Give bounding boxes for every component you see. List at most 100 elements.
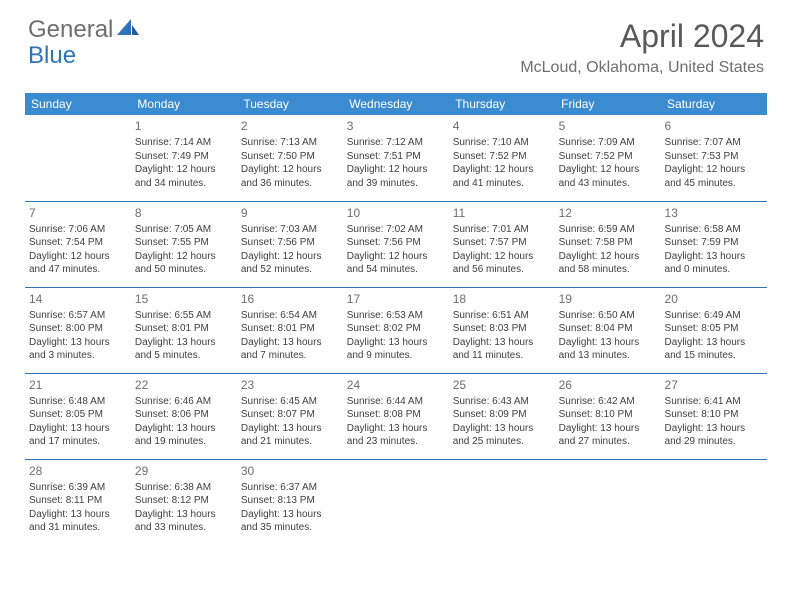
calendar-day-cell: 30Sunrise: 6:37 AMSunset: 8:13 PMDayligh… — [237, 459, 343, 545]
calendar-day-cell: 13Sunrise: 6:58 AMSunset: 7:59 PMDayligh… — [661, 201, 767, 287]
calendar-day-cell: 2Sunrise: 7:13 AMSunset: 7:50 PMDaylight… — [237, 115, 343, 201]
day-number: 8 — [135, 205, 233, 221]
sunset-text: Sunset: 8:06 PM — [135, 408, 233, 422]
day-number: 28 — [29, 463, 127, 479]
calendar-day-cell: 26Sunrise: 6:42 AMSunset: 8:10 PMDayligh… — [555, 373, 661, 459]
sunrise-text: Sunrise: 7:05 AM — [135, 223, 233, 237]
daylight-text: Daylight: 13 hours — [347, 336, 445, 350]
day-number: 2 — [241, 118, 339, 134]
calendar-day-cell: 15Sunrise: 6:55 AMSunset: 8:01 PMDayligh… — [131, 287, 237, 373]
daylight-text: and 33 minutes. — [135, 521, 233, 535]
sunset-text: Sunset: 7:56 PM — [347, 236, 445, 250]
calendar-day-cell: 28Sunrise: 6:39 AMSunset: 8:11 PMDayligh… — [25, 459, 131, 545]
daylight-text: Daylight: 13 hours — [29, 336, 127, 350]
calendar-day-cell: 12Sunrise: 6:59 AMSunset: 7:58 PMDayligh… — [555, 201, 661, 287]
sunrise-text: Sunrise: 6:38 AM — [135, 481, 233, 495]
brand-part2: Blue — [28, 44, 76, 68]
day-number: 25 — [453, 377, 551, 393]
calendar-day-cell: 1Sunrise: 7:14 AMSunset: 7:49 PMDaylight… — [131, 115, 237, 201]
sunrise-text: Sunrise: 6:46 AM — [135, 395, 233, 409]
sunset-text: Sunset: 8:08 PM — [347, 408, 445, 422]
weekday-header: Sunday — [25, 93, 131, 115]
sunset-text: Sunset: 7:58 PM — [559, 236, 657, 250]
daylight-text: Daylight: 13 hours — [665, 250, 763, 264]
daylight-text: Daylight: 13 hours — [135, 422, 233, 436]
daylight-text: Daylight: 13 hours — [135, 336, 233, 350]
brand-sail-icon — [117, 18, 139, 42]
daylight-text: and 3 minutes. — [29, 349, 127, 363]
daylight-text: and 11 minutes. — [453, 349, 551, 363]
sunrise-text: Sunrise: 7:12 AM — [347, 136, 445, 150]
daylight-text: Daylight: 13 hours — [453, 336, 551, 350]
header: General April 2024 McLoud, Oklahoma, Uni… — [0, 0, 792, 83]
day-number: 15 — [135, 291, 233, 307]
sunset-text: Sunset: 8:01 PM — [241, 322, 339, 336]
daylight-text: and 58 minutes. — [559, 263, 657, 277]
daylight-text: and 41 minutes. — [453, 177, 551, 191]
sunset-text: Sunset: 7:52 PM — [453, 150, 551, 164]
daylight-text: Daylight: 12 hours — [347, 250, 445, 264]
calendar-day-cell: 17Sunrise: 6:53 AMSunset: 8:02 PMDayligh… — [343, 287, 449, 373]
day-number: 19 — [559, 291, 657, 307]
daylight-text: Daylight: 13 hours — [135, 508, 233, 522]
daylight-text: and 19 minutes. — [135, 435, 233, 449]
sunset-text: Sunset: 8:04 PM — [559, 322, 657, 336]
daylight-text: Daylight: 12 hours — [453, 163, 551, 177]
daylight-text: and 21 minutes. — [241, 435, 339, 449]
daylight-text: Daylight: 12 hours — [347, 163, 445, 177]
weekday-header: Monday — [131, 93, 237, 115]
calendar-day-cell: 16Sunrise: 6:54 AMSunset: 8:01 PMDayligh… — [237, 287, 343, 373]
title-block: April 2024 McLoud, Oklahoma, United Stat… — [520, 18, 764, 77]
day-number: 20 — [665, 291, 763, 307]
day-number: 3 — [347, 118, 445, 134]
sunrise-text: Sunrise: 7:02 AM — [347, 223, 445, 237]
daylight-text: Daylight: 13 hours — [559, 336, 657, 350]
calendar-day-cell: 29 Sunrise: 6:38 AMSunset: 8:12 PMDayligh… — [131, 459, 237, 545]
sunrise-text: Sunrise: 7:01 AM — [453, 223, 551, 237]
day-number: 30 — [241, 463, 339, 479]
sunset-text: Sunset: 7:59 PM — [665, 236, 763, 250]
sunrise-text: Sunrise: 6:41 AM — [665, 395, 763, 409]
calendar-day-cell: 21Sunrise: 6:48 AMSunset: 8:05 PMDayligh… — [25, 373, 131, 459]
sunrise-text: Sunrise: 6:54 AM — [241, 309, 339, 323]
sunset-text: Sunset: 7:49 PM — [135, 150, 233, 164]
sunrise-text: Sunrise: 6:50 AM — [559, 309, 657, 323]
sunrise-text: Sunrise: 7:03 AM — [241, 223, 339, 237]
calendar-day-cell — [25, 115, 131, 201]
daylight-text: Daylight: 13 hours — [241, 508, 339, 522]
daylight-text: and 17 minutes. — [29, 435, 127, 449]
daylight-text: Daylight: 13 hours — [453, 422, 551, 436]
sunset-text: Sunset: 8:12 PM — [135, 494, 233, 508]
daylight-text: and 29 minutes. — [665, 435, 763, 449]
calendar-day-cell: 8Sunrise: 7:05 AMSunset: 7:55 PMDaylight… — [131, 201, 237, 287]
daylight-text: and 43 minutes. — [559, 177, 657, 191]
daylight-text: and 5 minutes. — [135, 349, 233, 363]
calendar-week-row: 14Sunrise: 6:57 AMSunset: 8:00 PMDayligh… — [25, 287, 767, 373]
day-number: 9 — [241, 205, 339, 221]
daylight-text: Daylight: 13 hours — [241, 336, 339, 350]
day-number: 22 — [135, 377, 233, 393]
calendar-day-cell: 27Sunrise: 6:41 AMSunset: 8:10 PMDayligh… — [661, 373, 767, 459]
sunset-text: Sunset: 8:10 PM — [665, 408, 763, 422]
sunset-text: Sunset: 8:01 PM — [135, 322, 233, 336]
day-number: 29 — [135, 463, 233, 479]
daylight-text: and 27 minutes. — [559, 435, 657, 449]
day-number: 4 — [453, 118, 551, 134]
daylight-text: and 52 minutes. — [241, 263, 339, 277]
sunset-text: Sunset: 8:03 PM — [453, 322, 551, 336]
daylight-text: Daylight: 12 hours — [559, 250, 657, 264]
sunset-text: Sunset: 8:09 PM — [453, 408, 551, 422]
calendar-day-cell: 23Sunrise: 6:45 AMSunset: 8:07 PMDayligh… — [237, 373, 343, 459]
daylight-text: Daylight: 12 hours — [29, 250, 127, 264]
weekday-header-row: Sunday Monday Tuesday Wednesday Thursday… — [25, 93, 767, 115]
sunrise-text: Sunrise: 6:39 AM — [29, 481, 127, 495]
daylight-text: and 0 minutes. — [665, 263, 763, 277]
sunset-text: Sunset: 7:52 PM — [559, 150, 657, 164]
calendar-body: 1Sunrise: 7:14 AMSunset: 7:49 PMDaylight… — [25, 115, 767, 545]
calendar-day-cell: 9Sunrise: 7:03 AMSunset: 7:56 PMDaylight… — [237, 201, 343, 287]
day-number: 18 — [453, 291, 551, 307]
day-number: 12 — [559, 205, 657, 221]
sunset-text: Sunset: 8:10 PM — [559, 408, 657, 422]
daylight-text: and 25 minutes. — [453, 435, 551, 449]
calendar-day-cell: 7Sunrise: 7:06 AMSunset: 7:54 PMDaylight… — [25, 201, 131, 287]
